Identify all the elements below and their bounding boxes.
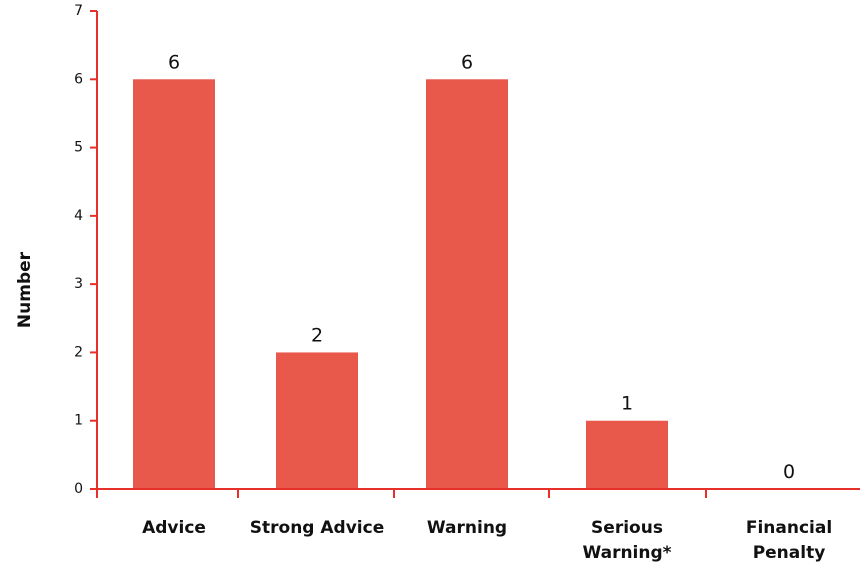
y-tick-label: 5 bbox=[74, 140, 83, 156]
x-tick-label: Financial Penalty bbox=[746, 518, 832, 563]
x-tick-label: Advice bbox=[142, 518, 206, 538]
bar bbox=[586, 420, 668, 489]
data-label: 6 bbox=[461, 51, 473, 73]
y-tick-label: 2 bbox=[74, 344, 83, 360]
bar bbox=[276, 352, 358, 489]
x-tick-label: Strong Advice bbox=[250, 518, 384, 538]
data-label: 2 bbox=[311, 324, 323, 346]
y-ticks-layer: 0 1 2 3 4 5 6 7 bbox=[74, 3, 97, 497]
x-tick-label: Serious Warning* bbox=[582, 518, 671, 563]
y-tick-label: 0 bbox=[74, 481, 83, 497]
data-label: 6 bbox=[168, 51, 180, 73]
x-tick-label: Warning bbox=[427, 518, 507, 538]
data-label: 1 bbox=[621, 393, 633, 415]
y-tick-label: 3 bbox=[74, 276, 83, 292]
y-axis-title: Number bbox=[15, 251, 35, 328]
bar bbox=[426, 79, 508, 490]
y-tick-label: 6 bbox=[74, 71, 83, 87]
y-tick-label: 4 bbox=[74, 208, 83, 224]
bars-layer bbox=[133, 79, 668, 490]
category-labels-layer: Advice Strong Advice Warning Serious Warning… bbox=[142, 518, 832, 563]
x-ticks-layer bbox=[237, 489, 707, 498]
data-label: 0 bbox=[783, 461, 795, 483]
bar bbox=[133, 79, 215, 490]
y-tick-label: 7 bbox=[74, 3, 83, 19]
axes-layer bbox=[96, 11, 860, 498]
y-tick-label: 1 bbox=[74, 413, 83, 429]
